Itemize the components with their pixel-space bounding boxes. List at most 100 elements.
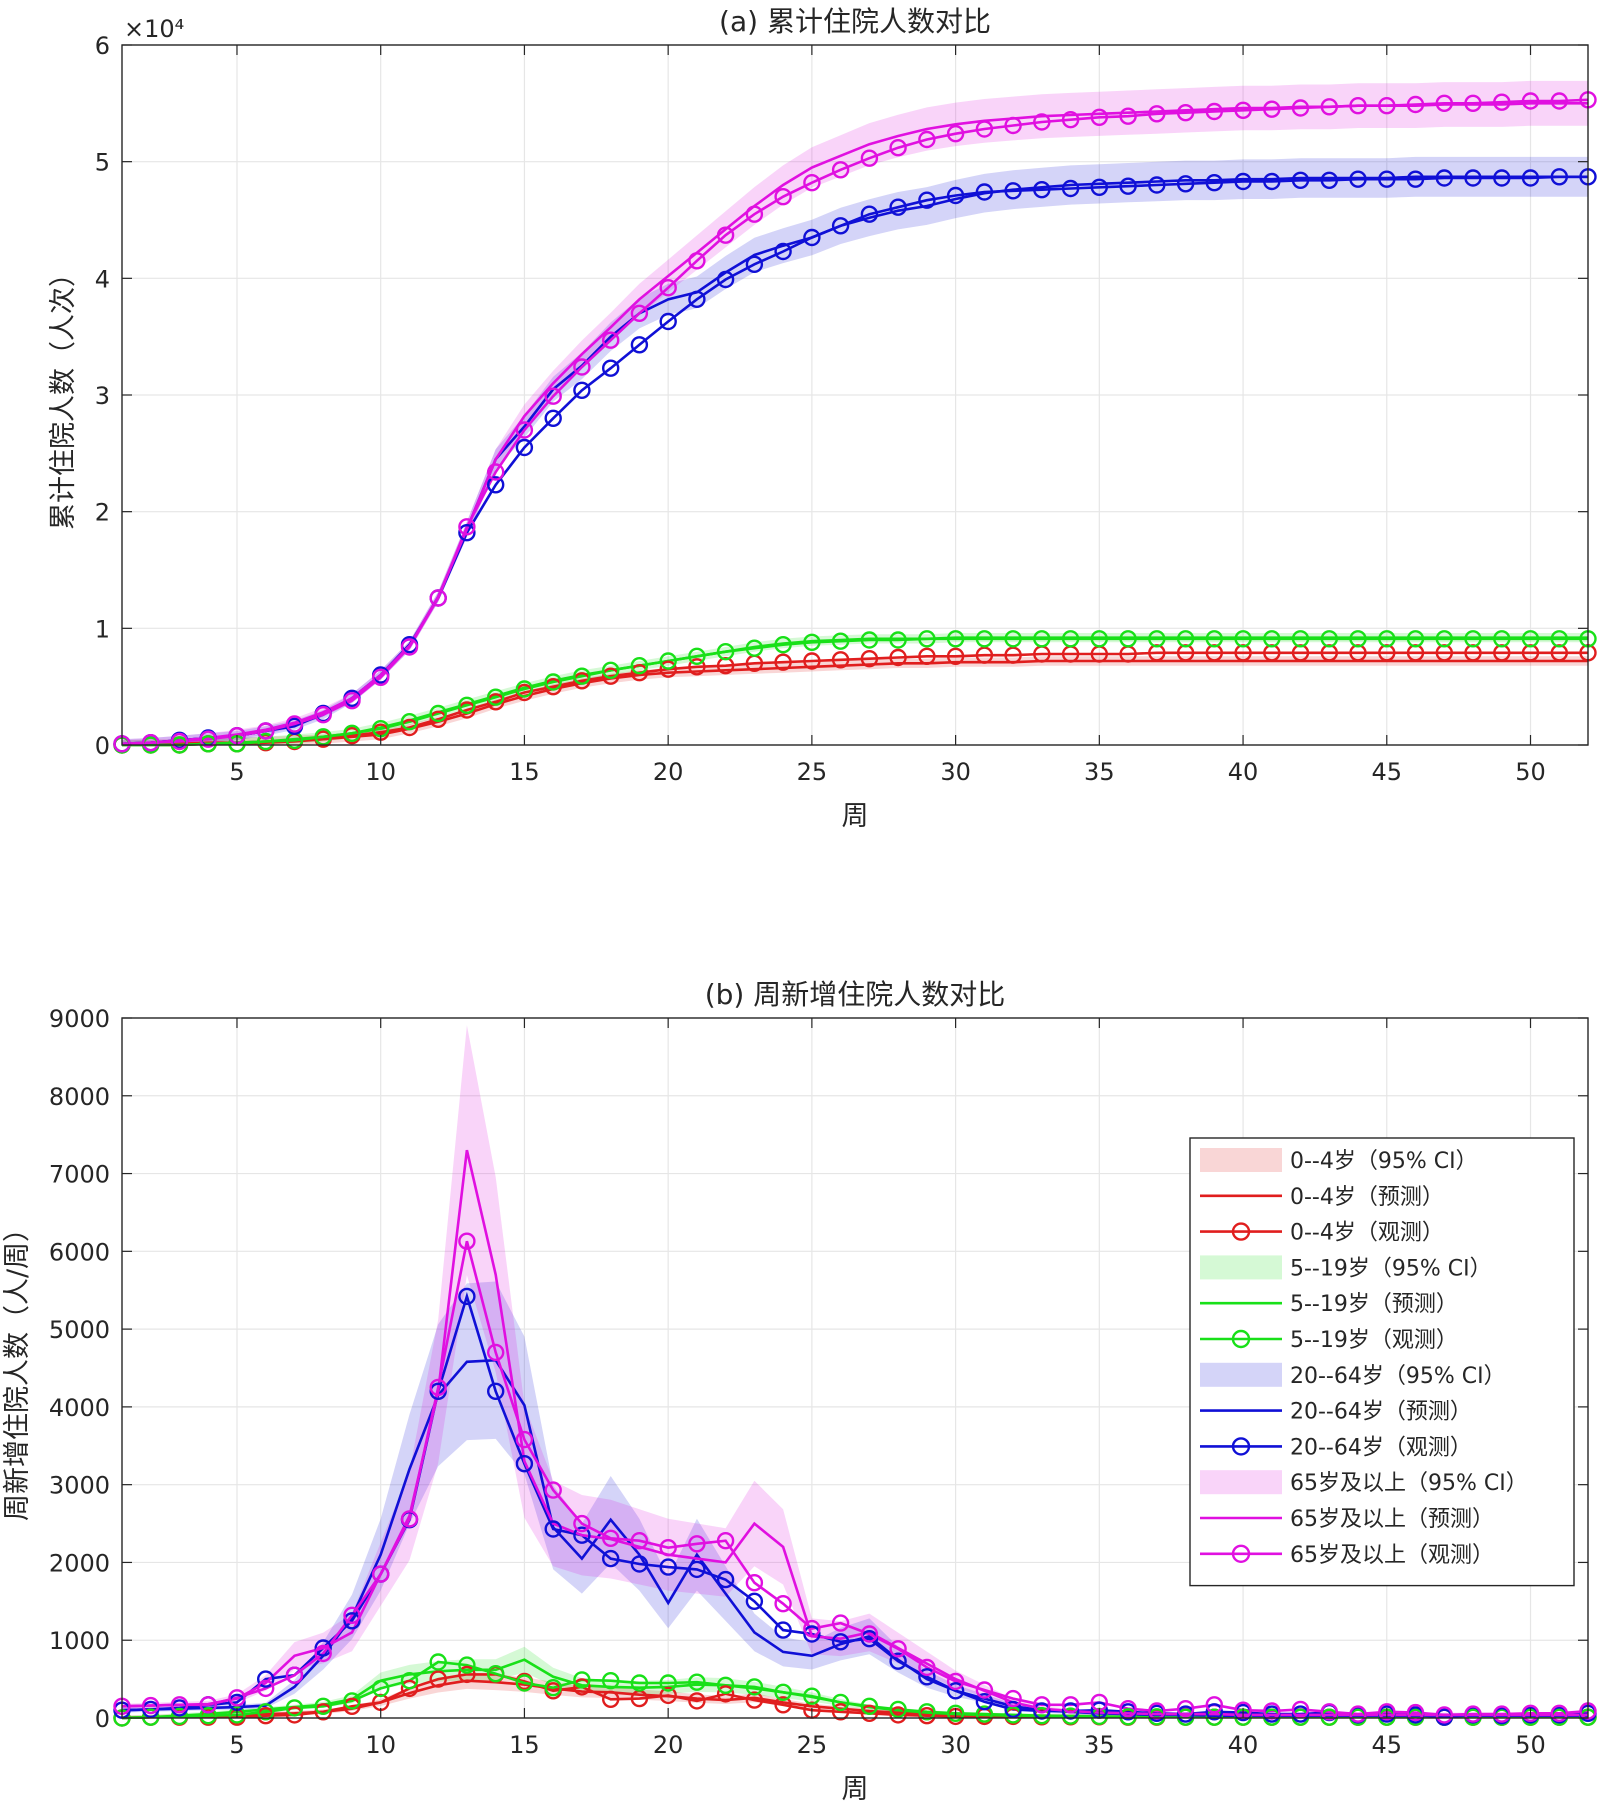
data-point-5--19岁 [602, 1671, 620, 1690]
chart-title: (b) 周新增住院人数对比 [705, 978, 1006, 1011]
x-tick-label: 15 [509, 1731, 540, 1759]
data-point-20--64岁 [257, 1670, 275, 1688]
data-point-5--19岁 [573, 1671, 591, 1689]
data-point-0--4岁 [716, 1685, 735, 1703]
legend-label: 20--64岁（预测） [1290, 1400, 1472, 1425]
legend-entry: 5--19岁（95% CI） [1200, 1255, 1492, 1281]
data-point-65岁及以上 [688, 252, 706, 270]
observed-markers [113, 91, 1597, 754]
data-point-5--19岁 [1004, 1706, 1022, 1724]
data-point-5--19岁 [975, 630, 994, 648]
data-point-20--64岁 [544, 1520, 562, 1538]
data-point-20--64岁 [774, 242, 792, 261]
legend-label: 5--19岁（95% CI） [1290, 1256, 1492, 1281]
legend-entry: 65岁及以上（预测） [1200, 1507, 1494, 1532]
data-point-0--4岁 [946, 647, 965, 665]
data-point-20--64岁 [1291, 171, 1310, 190]
data-point-5--19岁 [228, 1706, 246, 1724]
data-point-20--64岁 [688, 1560, 706, 1579]
legend-label: 0--4岁（95% CI） [1290, 1149, 1478, 1174]
axes-box [121, 1017, 1589, 1719]
data-point-5--19岁 [343, 724, 361, 742]
legend-entry: 20--64岁（95% CI） [1200, 1362, 1506, 1389]
y-tick-label: 3000 [49, 1472, 110, 1500]
data-point-0--4岁 [918, 647, 936, 665]
data-point-20--64岁 [946, 1682, 965, 1700]
data-point-65岁及以上 [314, 706, 332, 724]
data-point-0--4岁 [573, 1678, 591, 1696]
data-point-5--19岁 [458, 1656, 476, 1674]
data-point-65岁及以上 [1148, 105, 1166, 123]
x-tick-label: 5 [229, 758, 244, 786]
data-point-20--64岁 [1349, 170, 1367, 188]
data-point-20--64岁 [803, 228, 821, 247]
y-tick-label: 3 [95, 382, 110, 410]
legend-label: 5--19岁（观测） [1290, 1328, 1458, 1353]
data-point-65岁及以上 [975, 120, 994, 138]
y-tick-label: 5000 [49, 1316, 110, 1344]
data-point-20--64岁 [803, 1625, 821, 1643]
y-axis-label: 累计住院人数（人次） [48, 260, 79, 530]
data-point-5--19岁 [1033, 1706, 1051, 1725]
data-point-5--19岁 [774, 1683, 792, 1702]
data-point-65岁及以上 [716, 1531, 735, 1550]
data-point-5--19岁 [659, 1674, 677, 1692]
data-point-5--19岁 [918, 1703, 936, 1721]
data-point-0--4岁 [889, 648, 907, 667]
y-tick-label: 1000 [49, 1627, 110, 1655]
data-point-65岁及以上 [1493, 1705, 1511, 1723]
data-point-20--64岁 [1148, 176, 1166, 194]
data-point-20--64岁 [831, 1633, 850, 1651]
data-point-65岁及以上 [1291, 1700, 1310, 1719]
data-point-65岁及以上 [1406, 1703, 1425, 1722]
data-point-65岁及以上 [257, 722, 275, 740]
data-point-65岁及以上 [372, 668, 390, 686]
data-point-5--19岁 [1521, 630, 1540, 648]
data-point-65岁及以上 [487, 463, 505, 481]
ci-band-0--4岁 [122, 656, 1588, 745]
legend-label: 20--64岁（95% CI） [1290, 1364, 1506, 1389]
data-point-65岁及以上 [1205, 102, 1224, 121]
data-point-65岁及以上 [774, 1594, 792, 1613]
data-point-0--4岁 [774, 1696, 792, 1714]
data-point-0--4岁 [285, 1706, 304, 1724]
data-point-65岁及以上 [1033, 1696, 1051, 1714]
series-line-observed-65岁及以上 [121, 98, 1589, 746]
data-point-0--4岁 [458, 1665, 476, 1684]
y-tick-label: 9000 [49, 1005, 110, 1033]
data-point-65岁及以上 [544, 387, 562, 405]
data-point-65岁及以上 [1061, 110, 1080, 129]
data-point-20--64岁 [1205, 173, 1224, 192]
data-point-5--19岁 [716, 1676, 735, 1695]
data-point-65岁及以上 [1061, 1696, 1080, 1714]
data-point-65岁及以上 [1406, 95, 1425, 114]
data-point-65岁及以上 [1378, 96, 1396, 115]
x-tick-label: 25 [797, 1731, 828, 1759]
data-point-65岁及以上 [1378, 1703, 1396, 1721]
legend-swatch-marker [1231, 1544, 1251, 1564]
data-point-5--19岁 [1349, 630, 1367, 648]
data-point-20--64岁 [831, 217, 850, 235]
data-point-5--19岁 [1493, 630, 1511, 648]
legend-label: 65岁及以上（95% CI） [1290, 1471, 1528, 1496]
legend-swatch-ci [1200, 1362, 1282, 1387]
chart-legend: 0--4岁（95% CI） 0--4岁（预测） 0--4岁（观测） 5--19岁（95… [1189, 1137, 1575, 1587]
legend-entry: 65岁及以上（95% CI） [1200, 1470, 1528, 1496]
data-point-20--64岁 [544, 409, 562, 427]
data-point-65岁及以上 [1205, 1696, 1224, 1714]
x-tick-label: 15 [509, 758, 540, 786]
data-point-65岁及以上 [285, 1666, 304, 1684]
data-point-65岁及以上 [803, 1619, 821, 1638]
series-lines [121, 1149, 1589, 1720]
data-point-5--19岁 [1090, 630, 1109, 648]
data-point-0--4岁 [688, 658, 706, 676]
data-point-65岁及以上 [429, 1378, 447, 1397]
y-tick-label: 6 [95, 32, 110, 60]
legend-entry: 20--64岁（预测） [1200, 1400, 1472, 1425]
data-point-5--19岁 [630, 1674, 649, 1692]
data-point-20--64岁 [659, 1558, 677, 1576]
data-point-65岁及以上 [630, 1531, 649, 1550]
data-point-65岁及以上 [602, 331, 620, 349]
